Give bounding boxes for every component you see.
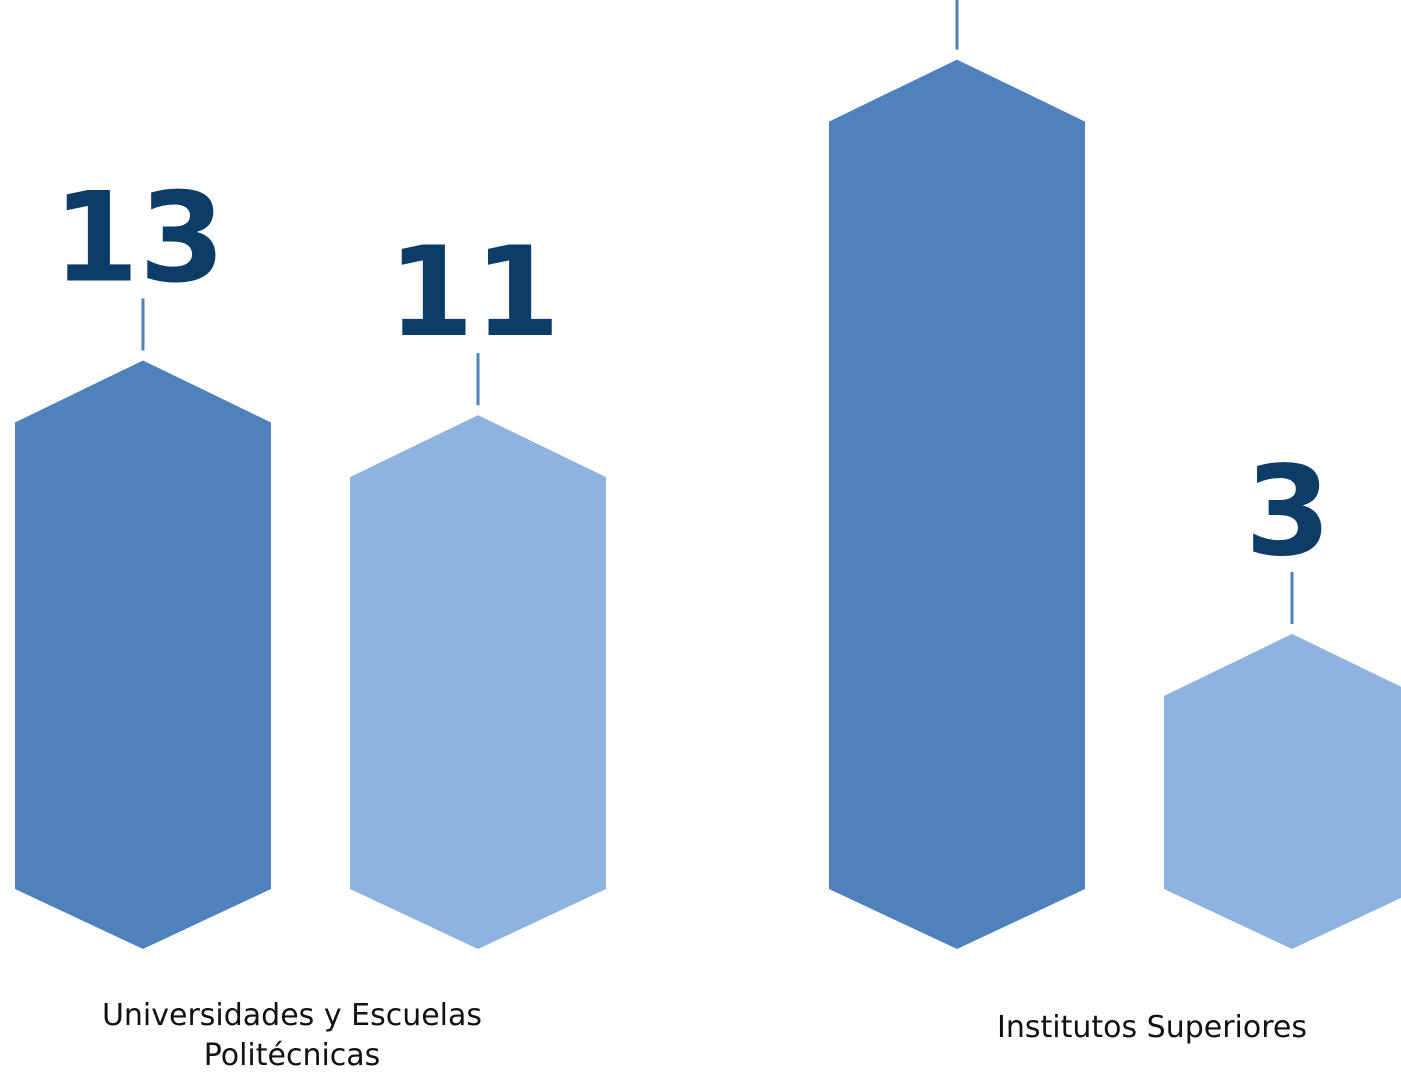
category-label-institutos: Institutos Superiores — [922, 1008, 1382, 1048]
data-label: 24 — [867, 0, 1040, 10]
bar-mark — [350, 415, 606, 949]
bar-mark — [15, 360, 271, 949]
data-label: 13 — [53, 166, 226, 310]
data-label: 11 — [388, 221, 561, 365]
category-label-line: Universidades y Escuelas — [101, 998, 483, 1033]
bar-mark — [1164, 633, 1401, 949]
bar-mark — [829, 59, 1085, 950]
category-label-line: Institutos Superiores — [997, 1010, 1307, 1045]
category-label-line: Politécnicas — [203, 1038, 381, 1073]
category-label-universidades: Universidades y Escuelas Politécnicas — [62, 996, 522, 1076]
data-label: 3 — [1245, 440, 1331, 584]
